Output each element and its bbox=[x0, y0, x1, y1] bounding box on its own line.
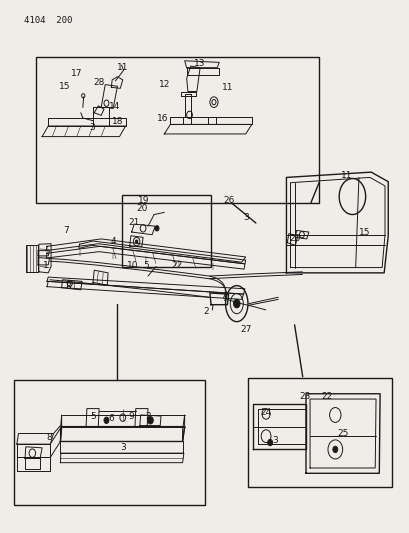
Circle shape bbox=[233, 300, 239, 308]
Circle shape bbox=[332, 446, 337, 453]
Text: 25: 25 bbox=[337, 429, 348, 438]
Text: 23: 23 bbox=[298, 392, 310, 401]
Text: 6: 6 bbox=[108, 414, 114, 423]
Text: 2: 2 bbox=[145, 411, 151, 421]
Text: 3: 3 bbox=[272, 436, 277, 445]
Bar bbox=[13, 381, 204, 505]
Text: 22: 22 bbox=[321, 392, 332, 401]
Text: 12: 12 bbox=[159, 80, 171, 89]
Text: 4: 4 bbox=[110, 237, 116, 246]
Bar bbox=[36, 57, 318, 203]
Text: 3: 3 bbox=[242, 213, 248, 222]
Circle shape bbox=[147, 417, 153, 424]
Text: 16: 16 bbox=[156, 114, 168, 123]
Text: 18: 18 bbox=[111, 117, 123, 126]
Text: 11: 11 bbox=[221, 83, 233, 92]
Text: 27: 27 bbox=[240, 325, 252, 334]
Text: 19: 19 bbox=[137, 196, 149, 205]
Text: 9: 9 bbox=[128, 411, 133, 421]
Text: 22: 22 bbox=[171, 261, 182, 270]
Text: 20: 20 bbox=[136, 204, 147, 213]
Text: 24: 24 bbox=[260, 408, 271, 417]
Text: 15: 15 bbox=[358, 228, 369, 237]
Text: 4104  200: 4104 200 bbox=[24, 16, 72, 25]
Text: 20: 20 bbox=[288, 234, 299, 243]
Text: 1: 1 bbox=[43, 261, 48, 270]
Circle shape bbox=[267, 439, 272, 446]
Text: 28: 28 bbox=[93, 78, 105, 87]
Text: 8: 8 bbox=[65, 282, 71, 291]
Text: 10: 10 bbox=[126, 261, 138, 270]
Text: 3: 3 bbox=[119, 443, 125, 453]
Bar bbox=[247, 378, 391, 487]
Text: 11: 11 bbox=[340, 171, 352, 180]
Text: 8: 8 bbox=[47, 433, 52, 442]
Circle shape bbox=[104, 417, 109, 423]
Circle shape bbox=[135, 240, 137, 243]
Text: 21: 21 bbox=[128, 218, 139, 227]
Text: 13: 13 bbox=[193, 60, 205, 68]
Text: 7: 7 bbox=[63, 226, 69, 235]
Text: 15: 15 bbox=[58, 82, 70, 91]
Text: 26: 26 bbox=[222, 196, 234, 205]
Text: 11: 11 bbox=[117, 63, 128, 71]
Text: 14: 14 bbox=[109, 102, 120, 111]
Bar bbox=[121, 195, 211, 266]
Text: 17: 17 bbox=[71, 69, 82, 78]
Text: 2: 2 bbox=[202, 307, 208, 316]
Circle shape bbox=[155, 225, 159, 231]
Text: 3: 3 bbox=[89, 123, 94, 132]
Text: 5: 5 bbox=[90, 411, 96, 421]
Text: 5: 5 bbox=[143, 261, 148, 270]
